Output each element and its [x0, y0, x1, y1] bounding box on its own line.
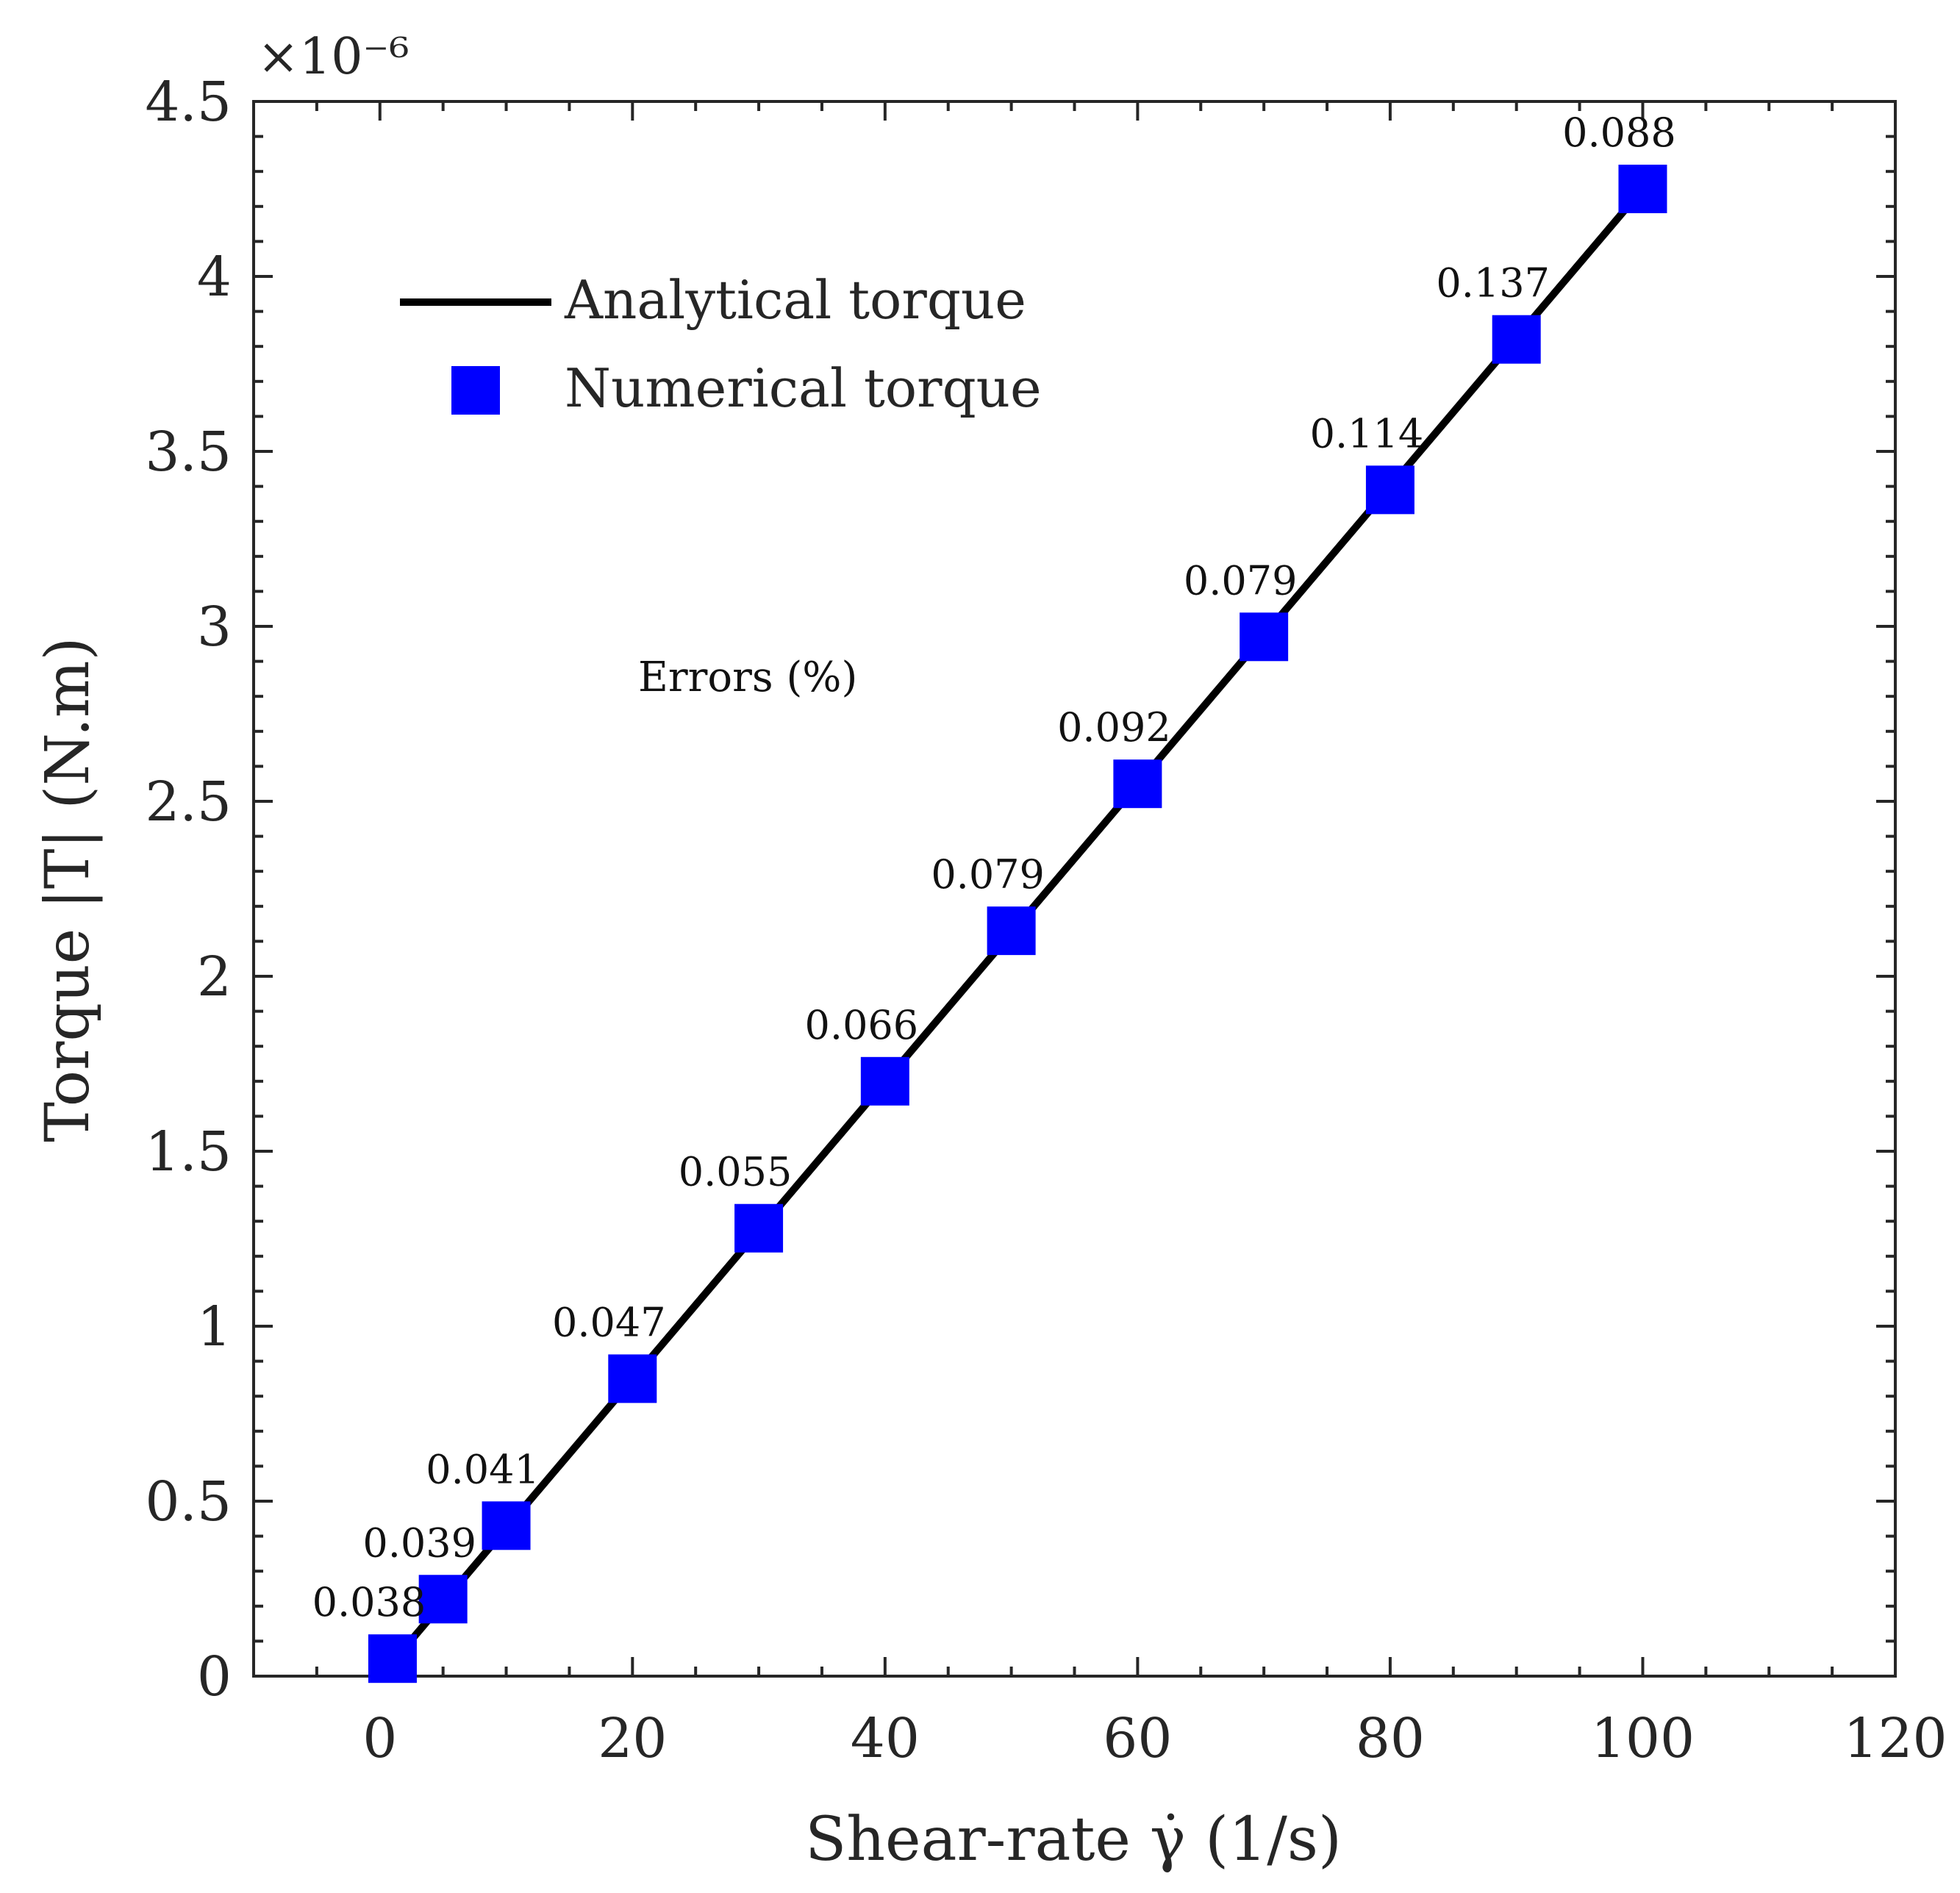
numerical-torque-marker — [1240, 612, 1289, 662]
y-tick-label: 3.5 — [145, 421, 232, 484]
numerical-torque-marker — [418, 1575, 468, 1624]
x-tick-label: 20 — [598, 1707, 667, 1770]
numerical-torque-marker — [482, 1501, 531, 1550]
error-label: 0.055 — [679, 1149, 793, 1195]
x-tick-labels: 0 20 40 60 80 100 120 — [362, 1707, 1947, 1770]
error-label: 0.038 — [312, 1579, 426, 1625]
legend-label-numerical: Numerical torque — [565, 357, 1042, 419]
plot-frame — [252, 100, 1897, 1678]
error-label: 0.079 — [931, 851, 1045, 898]
x-tick-label: 100 — [1591, 1707, 1695, 1770]
y-tick-label: 2 — [197, 945, 232, 1009]
legend-label-analytical: Analytical torque — [564, 269, 1026, 331]
numerical-torque-marker — [860, 1056, 909, 1106]
error-label: 0.066 — [805, 1002, 919, 1048]
error-labels: 0.038 0.039 0.041 0.047 0.055 0.066 0.079 0.092… — [312, 110, 1676, 1625]
y-tick-labels: 0 0.5 1 1.5 2 2.5 3 3.5 4 4.5 — [145, 71, 232, 1708]
axis-ticks — [252, 100, 1897, 1678]
y-tick-label: 4.5 — [145, 71, 232, 134]
y-tick-label: 1 — [197, 1295, 232, 1359]
numerical-torque-marker — [987, 906, 1036, 956]
numerical-torque-marker — [1618, 165, 1667, 213]
y-tick-label: 4 — [197, 246, 232, 309]
x-tick-label: 60 — [1103, 1707, 1172, 1770]
numerical-torque-marker — [1113, 759, 1162, 809]
error-label: 0.047 — [552, 1299, 666, 1345]
numerical-torque-marker — [1492, 315, 1541, 364]
x-tick-label: 80 — [1356, 1707, 1425, 1770]
y-tick-label: 1.5 — [145, 1120, 232, 1184]
y-axis-label: Torque |T| (N.m) — [33, 637, 103, 1142]
legend-marker-swatch — [451, 366, 500, 415]
errors-annotation: Errors (%) — [638, 654, 857, 701]
x-tick-label: 120 — [1843, 1707, 1947, 1770]
y-tick-label: 0 — [197, 1645, 232, 1708]
error-label: 0.041 — [426, 1446, 540, 1492]
legend: Analytical torque Numerical torque — [400, 269, 1042, 419]
y-tick-label: 2.5 — [145, 770, 232, 834]
numerical-torque-marker — [368, 1634, 417, 1683]
y-tick-label: 0.5 — [145, 1470, 232, 1534]
x-tick-label: 0 — [362, 1707, 397, 1770]
numerical-torque-marker — [1365, 465, 1414, 515]
x-axis-label: Shear-rate γ̇ (1/s) — [805, 1805, 1342, 1875]
x-tick-label: 40 — [851, 1707, 920, 1770]
numerical-torque-marker — [608, 1354, 657, 1403]
numerical-torque-markers — [368, 165, 1667, 1683]
y-tick-label: 3 — [197, 595, 232, 659]
error-label: 0.137 — [1436, 260, 1550, 307]
error-label: 0.088 — [1562, 110, 1676, 156]
numerical-torque-marker — [734, 1203, 784, 1253]
error-label: 0.039 — [362, 1520, 476, 1566]
y-exponent-label: ×10⁻⁶ — [257, 28, 409, 86]
error-label: 0.079 — [1184, 557, 1298, 604]
error-label: 0.092 — [1057, 704, 1171, 751]
error-label: 0.114 — [1310, 410, 1424, 457]
